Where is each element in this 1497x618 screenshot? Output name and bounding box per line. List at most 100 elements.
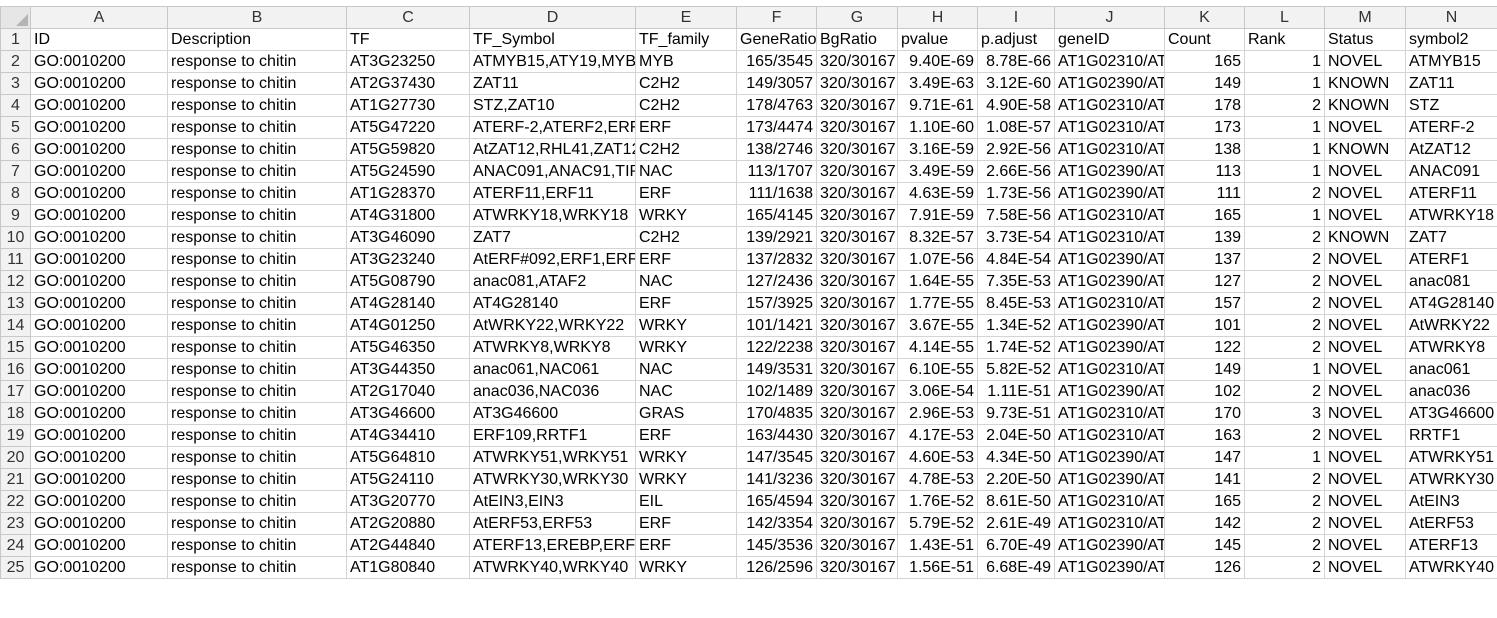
cell[interactable]: 3.49E-59 <box>897 160 978 183</box>
cell[interactable]: 3.16E-59 <box>897 138 978 161</box>
cell[interactable]: KNOWN <box>1324 72 1406 95</box>
cell[interactable]: response to chitin <box>167 204 347 227</box>
cell[interactable]: NAC <box>635 358 737 381</box>
cell[interactable]: response to chitin <box>167 226 347 249</box>
cell[interactable]: response to chitin <box>167 248 347 271</box>
cell[interactable]: ATWRKY51 <box>1405 446 1497 469</box>
cell[interactable]: ERF <box>635 248 737 271</box>
select-all-corner[interactable] <box>0 6 31 29</box>
cell[interactable]: 320/30167 <box>816 336 898 359</box>
cell[interactable]: WRKY <box>635 336 737 359</box>
cell[interactable]: AT1G02390/AT <box>1054 270 1165 293</box>
cell[interactable]: 2 <box>1244 182 1325 205</box>
cell[interactable]: 149/3531 <box>736 358 817 381</box>
cell[interactable]: 2 <box>1244 534 1325 557</box>
cell[interactable]: AT3G20770 <box>346 490 470 513</box>
cell[interactable]: 165 <box>1164 204 1245 227</box>
cell[interactable]: response to chitin <box>167 94 347 117</box>
cell[interactable]: AT4G28140 <box>1405 292 1497 315</box>
cell[interactable]: 320/30167 <box>816 270 898 293</box>
column-header-m[interactable]: M <box>1324 6 1406 29</box>
column-header-i[interactable]: I <box>977 6 1055 29</box>
cell[interactable]: 163/4430 <box>736 424 817 447</box>
cell[interactable]: 113/1707 <box>736 160 817 183</box>
cell[interactable]: 149 <box>1164 358 1245 381</box>
cell[interactable]: AT1G02390/AT <box>1054 336 1165 359</box>
cell[interactable]: AT1G02310/AT <box>1054 138 1165 161</box>
cell[interactable]: 320/30167 <box>816 512 898 535</box>
cell[interactable]: 137/2832 <box>736 248 817 271</box>
cell[interactable]: 127 <box>1164 270 1245 293</box>
cell[interactable]: 1.08E-57 <box>977 116 1055 139</box>
cell[interactable]: RRTF1 <box>1405 424 1497 447</box>
cell[interactable]: 1.73E-56 <box>977 182 1055 205</box>
cell[interactable]: 165/3545 <box>736 50 817 73</box>
cell[interactable]: KNOWN <box>1324 138 1406 161</box>
cell[interactable]: 122 <box>1164 336 1245 359</box>
cell[interactable]: GO:0010200 <box>30 72 168 95</box>
cell[interactable]: AtZAT12,RHL41,ZAT12 <box>469 138 636 161</box>
row-header[interactable]: 9 <box>0 204 31 227</box>
cell[interactable]: ZAT7 <box>1405 226 1497 249</box>
cell[interactable]: NOVEL <box>1324 50 1406 73</box>
column-header-f[interactable]: F <box>736 6 817 29</box>
cell[interactable]: 9.40E-69 <box>897 50 978 73</box>
cell[interactable]: GO:0010200 <box>30 248 168 271</box>
cell[interactable]: AT1G02310/AT <box>1054 226 1165 249</box>
cell[interactable]: 139/2921 <box>736 226 817 249</box>
cell[interactable]: ATWRKY18,WRKY18 <box>469 204 636 227</box>
cell[interactable]: KNOWN <box>1324 94 1406 117</box>
cell[interactable]: 320/30167 <box>816 94 898 117</box>
cell[interactable]: anac036,NAC036 <box>469 380 636 403</box>
cell[interactable]: AT5G46350 <box>346 336 470 359</box>
cell[interactable]: GO:0010200 <box>30 358 168 381</box>
cell[interactable]: 139 <box>1164 226 1245 249</box>
cell[interactable]: AtEIN3,EIN3 <box>469 490 636 513</box>
cell[interactable]: WRKY <box>635 204 737 227</box>
cell[interactable]: AT1G02390/AT <box>1054 534 1165 557</box>
cell[interactable]: 147/3545 <box>736 446 817 469</box>
cell[interactable]: 4.63E-59 <box>897 182 978 205</box>
row-header[interactable]: 20 <box>0 446 31 469</box>
cell[interactable]: AT3G46600 <box>469 402 636 425</box>
cell[interactable]: response to chitin <box>167 468 347 491</box>
cell[interactable]: STZ,ZAT10 <box>469 94 636 117</box>
cell[interactable]: ATERF11,ERF11 <box>469 182 636 205</box>
cell[interactable]: NOVEL <box>1324 534 1406 557</box>
cell[interactable]: NOVEL <box>1324 336 1406 359</box>
cell[interactable]: ATWRKY18 <box>1405 204 1497 227</box>
column-header-b[interactable]: B <box>167 6 347 29</box>
column-title-cell[interactable]: p.adjust <box>977 28 1055 51</box>
cell[interactable]: 111 <box>1164 182 1245 205</box>
cell[interactable]: 320/30167 <box>816 182 898 205</box>
cell[interactable]: NOVEL <box>1324 402 1406 425</box>
cell[interactable]: ERF <box>635 292 737 315</box>
cell[interactable]: NOVEL <box>1324 358 1406 381</box>
cell[interactable]: 1.07E-56 <box>897 248 978 271</box>
cell[interactable]: AT1G02390/AT <box>1054 556 1165 579</box>
cell[interactable]: 3.67E-55 <box>897 314 978 337</box>
cell[interactable]: 102/1489 <box>736 380 817 403</box>
cell[interactable]: EIL <box>635 490 737 513</box>
cell[interactable]: 320/30167 <box>816 556 898 579</box>
cell[interactable]: 173/4474 <box>736 116 817 139</box>
cell[interactable]: 165 <box>1164 490 1245 513</box>
cell[interactable]: 8.32E-57 <box>897 226 978 249</box>
cell[interactable]: ATWRKY30 <box>1405 468 1497 491</box>
cell[interactable]: GO:0010200 <box>30 116 168 139</box>
cell[interactable]: 5.79E-52 <box>897 512 978 535</box>
row-header[interactable]: 19 <box>0 424 31 447</box>
cell[interactable]: AtWRKY22,WRKY22 <box>469 314 636 337</box>
column-title-cell[interactable]: symbol2 <box>1405 28 1497 51</box>
cell[interactable]: 178 <box>1164 94 1245 117</box>
cell[interactable]: GO:0010200 <box>30 292 168 315</box>
cell[interactable]: GO:0010200 <box>30 204 168 227</box>
row-header[interactable]: 18 <box>0 402 31 425</box>
cell[interactable]: 1.76E-52 <box>897 490 978 513</box>
cell[interactable]: response to chitin <box>167 116 347 139</box>
cell[interactable]: anac036 <box>1405 380 1497 403</box>
cell[interactable]: 165/4594 <box>736 490 817 513</box>
row-header[interactable]: 25 <box>0 556 31 579</box>
cell[interactable]: ATERF1 <box>1405 248 1497 271</box>
cell[interactable]: 2.61E-49 <box>977 512 1055 535</box>
